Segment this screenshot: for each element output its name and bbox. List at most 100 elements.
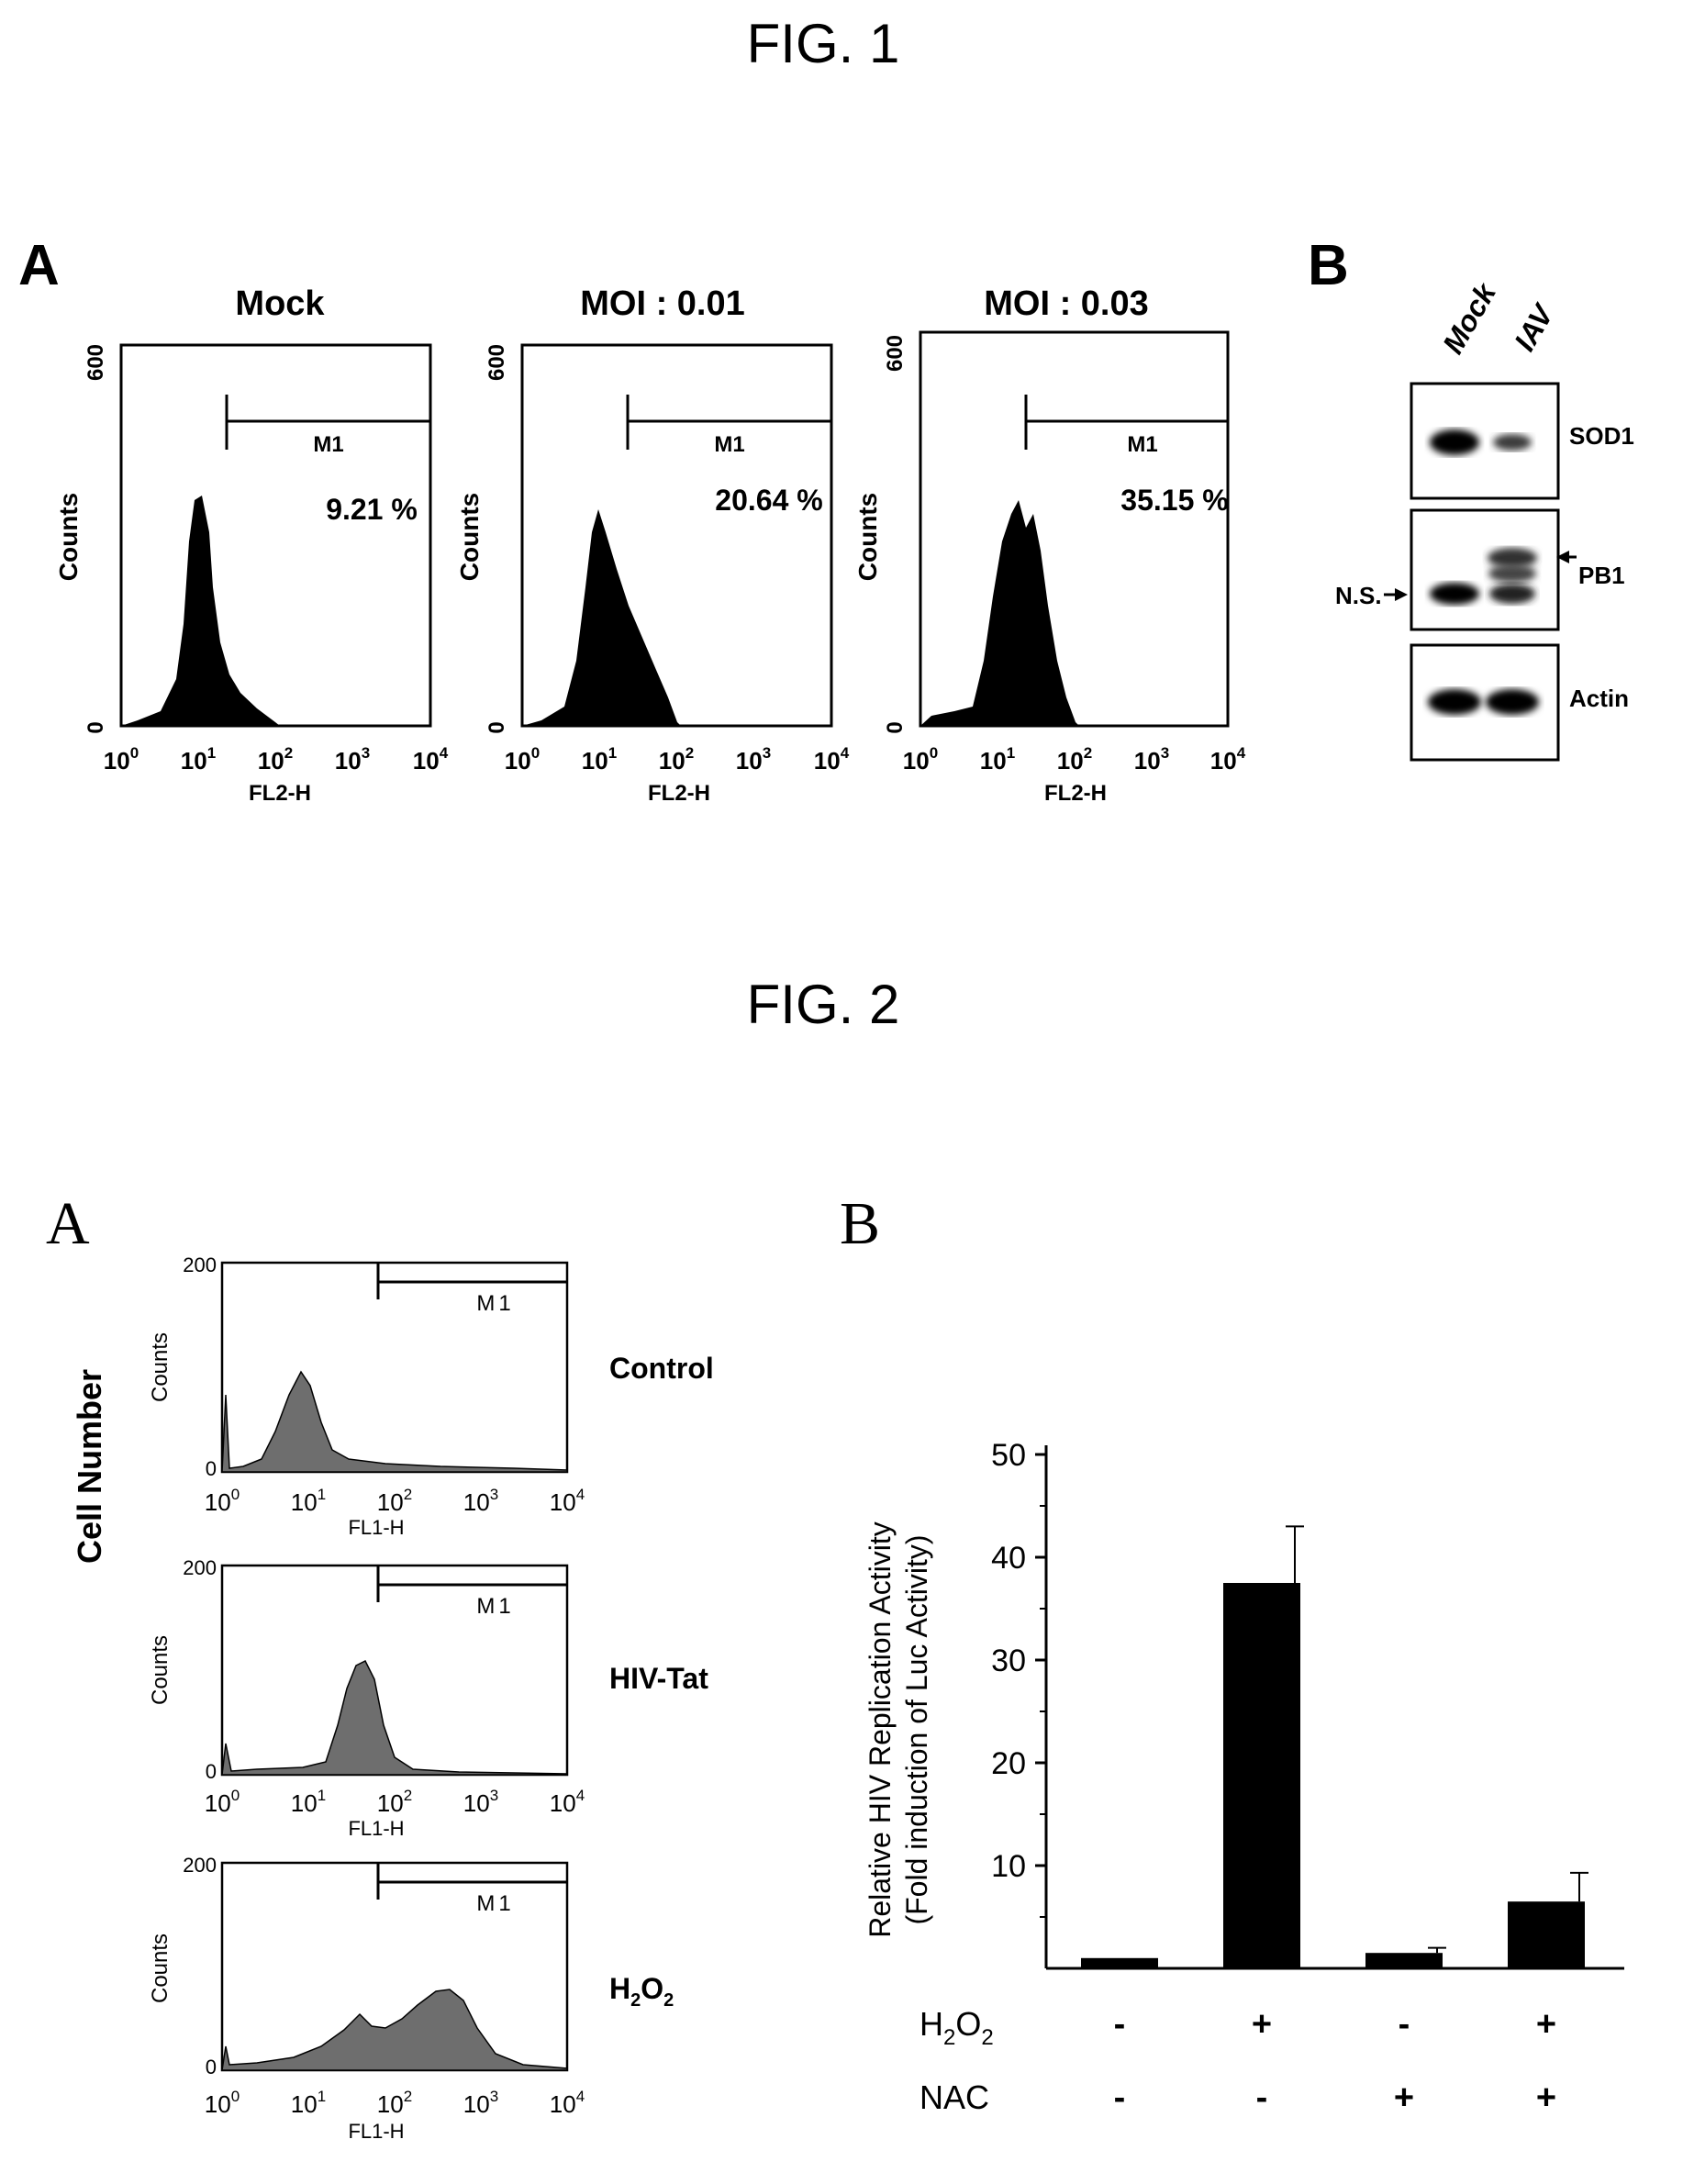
- nac-sign: +: [1536, 2078, 1556, 2117]
- x-tick-100: 102: [377, 1486, 412, 1516]
- x-tick-100: 102: [377, 1787, 412, 1817]
- x-tick-labels: 100 101 102 103 104: [903, 744, 1246, 774]
- x-tick-1000: 103: [463, 1787, 498, 1817]
- x-tick-10000: 104: [550, 2088, 585, 2118]
- band-ns-mock: [1430, 583, 1479, 605]
- x-tick-10: 101: [181, 744, 216, 774]
- x-tick-100: 102: [377, 2088, 412, 2118]
- plot-frame: [520, 343, 833, 728]
- x-tick-100: 102: [258, 744, 293, 774]
- y-axis-label-line1: Relative HIV Replication Activity: [864, 1521, 897, 1938]
- gate-percent: 9.21 %: [326, 493, 418, 526]
- band-sod1-mock: [1430, 429, 1479, 455]
- fig2-bar-chart: B Relative HIV Replication Activity (Fol…: [840, 1190, 1624, 2117]
- x-tick-1000: 103: [736, 744, 771, 774]
- blot-label-pb1: PB1: [1578, 562, 1625, 589]
- x-tick-100: 102: [1057, 744, 1092, 774]
- fig1-histogram-mock: Mock 600 0 Counts M1 9.21 % 100 101 102 …: [54, 284, 449, 806]
- y-max-label: 200: [183, 1556, 217, 1579]
- plot-frame: [119, 343, 432, 728]
- y-max-label: 600: [485, 344, 509, 381]
- bars: [1081, 1525, 1588, 1968]
- fig1-histogram-moi-001: MOI : 0.01 600 0 Counts M1 20.64 % 100 1…: [455, 284, 850, 806]
- row-label-h2o2: H2O2: [920, 2005, 994, 2050]
- h2o2-sign: -: [1399, 2005, 1410, 2044]
- y-axis-label-line2: (Fold induction of Luc Activity): [900, 1534, 933, 1924]
- fig2-panel-a-label: A: [46, 1190, 90, 1257]
- histogram-fill: [522, 509, 681, 726]
- fig1-panel-a-label: A: [18, 234, 60, 297]
- ns-arrow-icon: [1395, 588, 1408, 601]
- lane-label-mock: Mock: [1436, 276, 1503, 360]
- x-tick-1: 100: [104, 744, 139, 774]
- bar: [1081, 1957, 1158, 1968]
- fig1-panel-b-label: B: [1308, 234, 1349, 297]
- x-axis-label: FL2-H: [249, 781, 311, 806]
- y-axis-label: Counts: [148, 1635, 173, 1705]
- x-tick-10: 101: [582, 744, 617, 774]
- histogram-fill: [121, 496, 280, 726]
- x-tick-1000: 103: [463, 2088, 498, 2118]
- x-axis-label: FL2-H: [648, 781, 710, 806]
- y-min-label: 0: [883, 721, 908, 733]
- y-tick-label: 10: [991, 1849, 1026, 1884]
- fig2-panel-b-label: B: [840, 1190, 880, 1257]
- condition-label: HIV-Tat: [609, 1662, 708, 1695]
- y-axis-label: Counts: [853, 493, 882, 581]
- pb1-arrow-icon: [1556, 551, 1569, 563]
- x-tick-10000: 104: [550, 1486, 585, 1516]
- x-axis-label: FL1-H: [348, 2120, 404, 2143]
- y-min-label: 0: [206, 1760, 217, 1783]
- condition-label: Control: [609, 1352, 714, 1385]
- x-tick-labels: 100 101 102 103 104: [505, 744, 850, 774]
- gate-label: M1: [313, 432, 343, 457]
- fig1-histogram-moi-003: MOI : 0.03 600 0 Counts M1 35.15 % 100 1…: [853, 284, 1246, 806]
- band-pb1-iav-upper: [1488, 548, 1537, 568]
- x-tick-1000: 103: [335, 744, 370, 774]
- histogram-fill: [221, 1989, 568, 2071]
- fig1-title: FIG. 1: [747, 13, 900, 74]
- band-actin-iav: [1486, 689, 1539, 715]
- gate-percent: 35.15 %: [1120, 484, 1228, 517]
- y-tick-label: 50: [991, 1438, 1026, 1473]
- band-actin-mock: [1428, 689, 1481, 715]
- y-tick-label: 20: [991, 1746, 1026, 1781]
- y-tick-label: 30: [991, 1644, 1026, 1678]
- blot-label-sod1: SOD1: [1569, 422, 1634, 450]
- y-ticks: 10 20 30 40 50: [991, 1438, 1046, 1918]
- fig2-cell-number-label: Cell Number: [71, 1369, 108, 1564]
- fig1-western-blot: B Mock IAV SOD1 PB1 N.S. Actin: [1308, 234, 1634, 762]
- y-max-label: 200: [183, 1254, 217, 1276]
- y-axis-label: Counts: [148, 1332, 173, 1402]
- y-min-label: 0: [206, 2056, 217, 2078]
- h2o2-sign: +: [1536, 2005, 1556, 2044]
- y-max-label: 600: [84, 344, 108, 381]
- x-tick-10: 101: [291, 2088, 326, 2118]
- x-tick-1: 100: [505, 744, 540, 774]
- x-tick-10: 101: [980, 744, 1015, 774]
- y-axis-label: Counts: [148, 1933, 173, 2003]
- ns-label: N.S.: [1335, 582, 1382, 609]
- gate-label: M1: [476, 1291, 514, 1316]
- fig2-title: FIG. 2: [747, 974, 900, 1035]
- histogram-title: Mock: [235, 284, 325, 323]
- gate-label: M1: [1127, 432, 1157, 457]
- x-axis-label: FL2-H: [1044, 781, 1107, 806]
- y-min-label: 0: [485, 721, 509, 733]
- x-tick-100: 102: [659, 744, 694, 774]
- x-axis-label: FL1-H: [348, 1817, 404, 1840]
- row-label-nac: NAC: [920, 2078, 989, 2116]
- y-axis-label: Counts: [54, 493, 83, 581]
- x-tick-labels: 100 101 102 103 104: [205, 2088, 585, 2118]
- gate-label: M1: [714, 432, 744, 457]
- blot-pb1: [1410, 508, 1560, 631]
- histogram-title: MOI : 0.03: [984, 284, 1149, 323]
- x-tick-1: 100: [205, 2088, 240, 2118]
- x-tick-1: 100: [205, 1486, 240, 1516]
- gate-label: M1: [476, 1891, 514, 1916]
- histogram-fill: [920, 500, 1079, 726]
- plot-frame: [919, 330, 1230, 728]
- x-tick-labels: 100 101 102 103 104: [205, 1787, 585, 1817]
- x-tick-1: 100: [205, 1787, 240, 1817]
